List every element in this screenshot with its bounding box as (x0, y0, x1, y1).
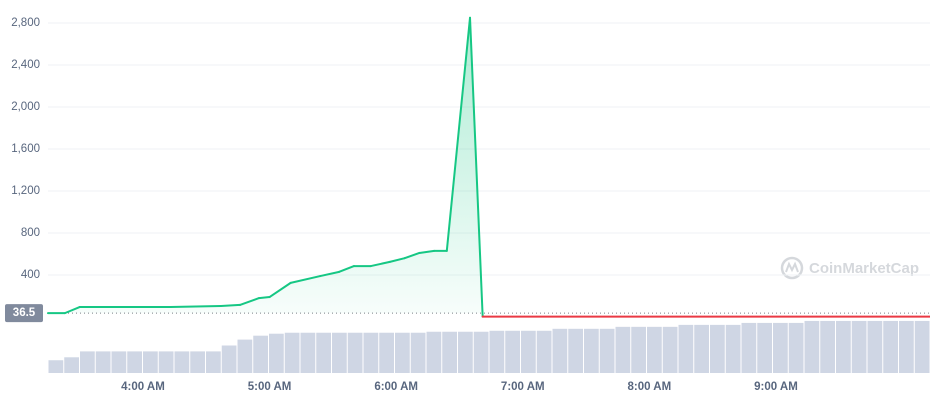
volume-bar (316, 332, 331, 373)
price-line-segment (445, 16, 472, 252)
volume-bar (206, 351, 221, 373)
volume-bar (442, 331, 457, 373)
watermark: CoinMarketCap (780, 256, 919, 280)
volume-bar (505, 330, 520, 373)
volume-bar (221, 345, 237, 373)
volume-bar (631, 326, 646, 373)
watermark-text: CoinMarketCap (809, 260, 919, 277)
price-line-segment (369, 260, 391, 268)
volume-bar (363, 332, 379, 373)
price-line-segment (388, 257, 406, 263)
reference-label-box (5, 304, 43, 323)
price-line-segment (63, 306, 81, 315)
volume-bar (647, 326, 662, 373)
x-tick-label: 9:00 AM (754, 381, 798, 393)
y-tick-label: 800 (21, 227, 40, 239)
x-tick-label: 8:00 AM (628, 381, 672, 393)
volume-bar (552, 328, 568, 373)
price-line-segment (239, 297, 261, 306)
x-tick-label: 7:00 AM (501, 381, 545, 393)
y-tick-label: 1,600 (11, 143, 40, 155)
volume-bar (237, 339, 253, 373)
y-tick-label: 400 (21, 269, 40, 281)
volume-bar (773, 322, 788, 373)
watermark-logo-mark (785, 261, 799, 273)
y-tick-label: 2,400 (11, 59, 40, 71)
volume-bar (48, 360, 64, 373)
volume-bar (80, 351, 95, 373)
volume-bar (836, 320, 851, 373)
volume-bar (788, 322, 804, 373)
volume-bar (347, 332, 363, 373)
price-line-segment (319, 270, 341, 278)
price-line-segment (418, 249, 436, 254)
volume-bar (95, 351, 111, 373)
price-line-segment (338, 265, 355, 273)
volume-bar (568, 328, 583, 373)
x-tick-label: 6:00 AM (374, 381, 418, 393)
volume-bar (379, 332, 394, 373)
y-tick-label: 2,000 (11, 101, 40, 113)
volume-bar (64, 357, 79, 373)
price-line-segment (289, 275, 322, 284)
price-line-segment (258, 296, 271, 300)
price-line-segment (403, 251, 421, 260)
volume-bar (804, 320, 820, 373)
volume-bar (851, 320, 867, 373)
volume-bar (914, 320, 930, 373)
price-line-segment (169, 304, 223, 309)
volume-bar (883, 320, 898, 373)
volume-bar (458, 331, 473, 373)
volume-bar (820, 320, 835, 373)
volume-bar (867, 320, 883, 373)
reference-label: 36.5 (13, 307, 36, 319)
volume-bar (253, 335, 268, 373)
volume-bar (332, 332, 347, 373)
volume-bar (127, 351, 142, 373)
volume-bar (473, 331, 489, 373)
volume-bar (426, 331, 442, 373)
volume-bar (300, 332, 316, 373)
x-tick-label: 4:00 AM (121, 381, 165, 393)
volume-bar (710, 324, 725, 373)
volume-bar (111, 351, 127, 373)
price-line-segment (220, 303, 242, 307)
volume-bar (536, 330, 552, 373)
volume-bar (584, 328, 599, 373)
y-tick-label: 2,800 (11, 17, 40, 29)
volume-bar (269, 333, 284, 373)
volume-bar (599, 328, 615, 373)
volume-bar (284, 332, 300, 373)
volume-bar (694, 324, 709, 373)
volume-bar (741, 322, 757, 373)
volume-bar (190, 351, 205, 373)
volume-bar (174, 351, 190, 373)
volume-bar (662, 326, 678, 373)
volume-bar (521, 330, 536, 373)
volume-bar (899, 320, 914, 373)
volume-bar (395, 332, 410, 373)
volume-bar (158, 351, 174, 373)
volume-bar (489, 330, 505, 373)
y-tick-label: 1,200 (11, 185, 40, 197)
volume-bar (757, 322, 772, 373)
price-line-segment (469, 16, 484, 318)
volume-bar (615, 326, 631, 373)
watermark-logo (780, 256, 804, 280)
volume-bar (410, 332, 426, 373)
volume-bar (678, 324, 694, 373)
price-line-segment (268, 281, 292, 299)
volume-bar (725, 324, 741, 373)
volume-bar (143, 351, 158, 373)
x-tick-label: 5:00 AM (248, 381, 292, 393)
area-fill (48, 17, 483, 317)
